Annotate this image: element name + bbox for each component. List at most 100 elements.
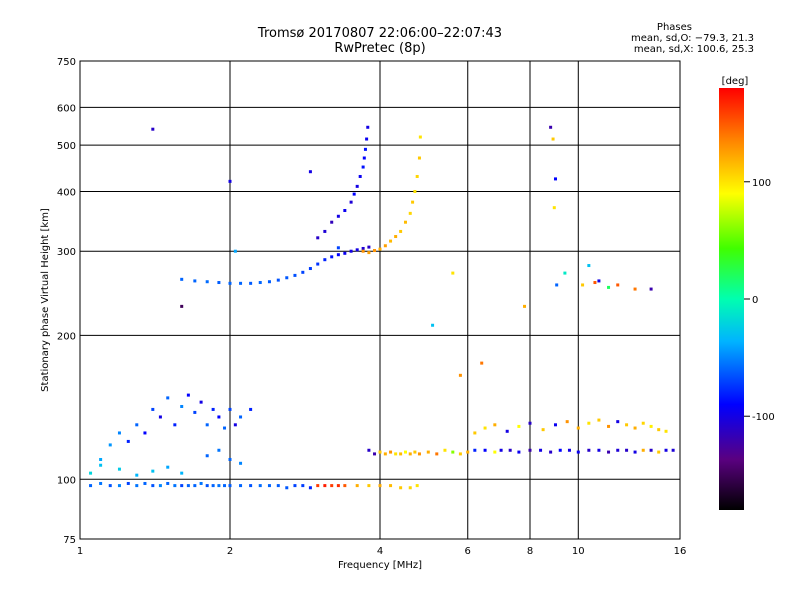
- data-point: [373, 452, 377, 456]
- data-point: [549, 125, 553, 129]
- data-point: [664, 448, 668, 452]
- y-tick-labels: 75 100 200 300 400 500 600 750: [57, 57, 76, 546]
- data-point: [539, 448, 543, 452]
- data-point: [649, 448, 653, 452]
- data-point: [308, 267, 312, 271]
- data-point: [551, 137, 555, 141]
- y-tick-label: 500: [57, 141, 76, 152]
- data-point: [151, 469, 155, 473]
- data-point: [549, 450, 553, 454]
- data-point: [616, 283, 620, 287]
- data-point: [217, 281, 221, 285]
- data-point: [173, 423, 177, 427]
- data-point: [223, 426, 227, 430]
- data-point: [217, 484, 221, 488]
- data-point: [625, 448, 629, 452]
- data-point: [641, 421, 645, 425]
- data-point: [403, 450, 407, 454]
- y-tick-label: 600: [57, 103, 76, 114]
- data-point: [616, 420, 620, 424]
- data-point: [366, 125, 370, 129]
- data-point: [228, 457, 232, 461]
- data-point: [362, 156, 366, 160]
- data-point: [389, 450, 393, 454]
- data-point: [316, 262, 320, 266]
- colorbar: [719, 88, 744, 510]
- data-point: [228, 179, 232, 183]
- data-point: [367, 245, 371, 249]
- data-point: [473, 431, 477, 435]
- y-tick-label: 400: [57, 187, 76, 198]
- data-point: [394, 235, 398, 239]
- phase-stats-header: Phases: [656, 22, 692, 33]
- data-point: [205, 280, 209, 284]
- data-point: [355, 184, 359, 188]
- data-point: [355, 248, 359, 252]
- colorbar-label: [deg]: [722, 76, 749, 87]
- data-point: [664, 429, 668, 433]
- data-point: [135, 484, 139, 488]
- data-point: [451, 450, 455, 454]
- data-point: [258, 484, 262, 488]
- colorbar-tick-label: 100: [752, 178, 771, 189]
- data-point: [349, 200, 353, 204]
- data-point: [352, 192, 356, 196]
- colorbar-tick-label: 0: [752, 295, 758, 306]
- data-point: [517, 424, 521, 428]
- data-point: [336, 484, 340, 488]
- data-point: [394, 452, 398, 456]
- data-point: [443, 448, 447, 452]
- data-point: [541, 428, 545, 432]
- data-point: [323, 258, 327, 262]
- chart-title: Tromsø 20170807 22:06:00–22:07:43: [257, 26, 503, 41]
- data-point: [593, 281, 597, 285]
- data-point: [99, 463, 103, 467]
- data-point: [649, 287, 653, 291]
- data-point: [671, 448, 675, 452]
- data-point: [355, 484, 359, 488]
- data-point: [555, 283, 559, 287]
- data-point: [383, 244, 387, 248]
- data-point: [373, 249, 377, 253]
- colorbar-tick-label: -100: [752, 412, 775, 423]
- data-point: [399, 486, 403, 490]
- data-point: [330, 220, 334, 224]
- data-point: [293, 484, 297, 488]
- data-point: [363, 147, 367, 151]
- data-point: [193, 484, 197, 488]
- data-point: [239, 484, 243, 488]
- data-point: [411, 200, 415, 204]
- x-tick-label: 1: [77, 546, 83, 557]
- data-point: [358, 174, 362, 178]
- data-point: [483, 426, 487, 430]
- x-tick-label: 4: [377, 546, 383, 557]
- data-point: [567, 448, 571, 452]
- chart-subtitle: RwPretec (8p): [334, 41, 426, 56]
- data-point: [587, 448, 591, 452]
- data-point: [276, 484, 280, 488]
- y-tick-label: 100: [57, 475, 76, 486]
- data-point: [343, 251, 347, 255]
- data-point: [378, 247, 382, 251]
- data-points: [89, 125, 675, 490]
- data-point: [180, 277, 184, 281]
- data-point: [483, 448, 487, 452]
- data-point: [211, 484, 215, 488]
- y-axis-label: Stationary phase Virtual Height [km]: [40, 208, 51, 392]
- data-point: [361, 246, 365, 250]
- data-point: [99, 457, 103, 461]
- data-point: [285, 486, 289, 490]
- data-point: [426, 450, 430, 454]
- data-point: [361, 165, 365, 169]
- data-point: [99, 481, 103, 485]
- data-point: [205, 454, 209, 458]
- data-point: [158, 415, 162, 419]
- data-point: [415, 174, 419, 178]
- data-point: [607, 424, 611, 428]
- data-point: [581, 283, 585, 287]
- data-point: [417, 156, 421, 160]
- data-point: [378, 450, 382, 454]
- plot-frame: [79, 60, 681, 540]
- data-point: [180, 304, 184, 308]
